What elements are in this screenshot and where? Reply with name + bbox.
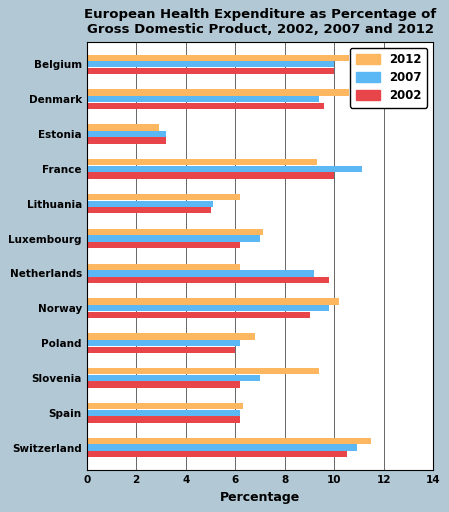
Legend: 2012, 2007, 2002: 2012, 2007, 2002	[350, 48, 427, 108]
Bar	[87, 305, 330, 311]
Bar	[87, 61, 335, 68]
Bar	[87, 368, 319, 374]
Bar	[87, 194, 240, 200]
Bar	[87, 347, 235, 353]
Bar	[87, 229, 263, 235]
Bar	[87, 375, 260, 381]
Title: European Health Expenditure as Percentage of
Gross Domestic Product, 2002, 2007 : European Health Expenditure as Percentag…	[84, 8, 436, 36]
Bar	[87, 340, 240, 346]
Bar	[87, 298, 339, 305]
Bar	[87, 102, 325, 109]
Bar	[87, 381, 240, 388]
Bar	[87, 312, 309, 318]
Bar	[87, 68, 335, 74]
Bar	[87, 201, 213, 207]
Bar	[87, 159, 317, 165]
Bar	[87, 124, 158, 131]
Bar	[87, 207, 211, 214]
Bar	[87, 277, 330, 283]
Bar	[87, 90, 349, 96]
Bar	[87, 403, 243, 409]
Bar	[87, 451, 347, 457]
Bar	[87, 166, 361, 172]
Bar	[87, 55, 349, 61]
Bar	[87, 444, 357, 451]
Bar	[87, 410, 240, 416]
Bar	[87, 173, 335, 179]
Bar	[87, 96, 319, 102]
Bar	[87, 333, 255, 339]
Bar	[87, 264, 240, 270]
X-axis label: Percentage: Percentage	[220, 490, 300, 504]
Bar	[87, 242, 240, 248]
Bar	[87, 416, 240, 422]
Bar	[87, 438, 371, 444]
Bar	[87, 131, 166, 137]
Bar	[87, 270, 314, 276]
Bar	[87, 236, 260, 242]
Bar	[87, 138, 166, 144]
